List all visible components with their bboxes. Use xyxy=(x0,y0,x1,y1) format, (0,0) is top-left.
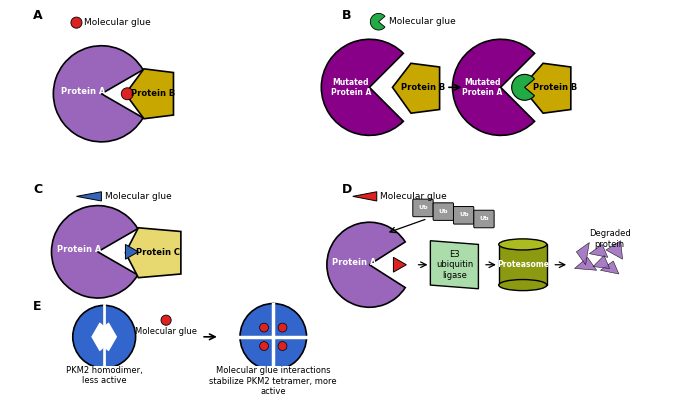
Text: Proteasome: Proteasome xyxy=(497,260,549,269)
Text: Protein B: Protein B xyxy=(533,83,577,92)
Circle shape xyxy=(260,342,269,350)
Polygon shape xyxy=(574,258,597,270)
Text: Protein B: Protein B xyxy=(131,89,176,98)
Wedge shape xyxy=(273,303,306,337)
Text: E3
ubiquitin
ligase: E3 ubiquitin ligase xyxy=(436,250,473,280)
Text: Molecular glue: Molecular glue xyxy=(389,17,456,26)
Polygon shape xyxy=(394,258,406,272)
FancyBboxPatch shape xyxy=(433,203,454,220)
Text: Protein C: Protein C xyxy=(136,248,180,257)
Wedge shape xyxy=(101,322,117,351)
Polygon shape xyxy=(589,245,608,258)
Text: C: C xyxy=(33,183,42,196)
FancyBboxPatch shape xyxy=(454,207,474,224)
Text: Ub: Ub xyxy=(439,209,448,214)
Polygon shape xyxy=(606,241,622,259)
Polygon shape xyxy=(126,228,181,278)
Polygon shape xyxy=(353,192,377,201)
Polygon shape xyxy=(522,63,571,113)
Polygon shape xyxy=(600,261,619,274)
Wedge shape xyxy=(512,74,535,100)
Polygon shape xyxy=(126,245,138,259)
Text: Molecular glue interactions
stabilize PKM2 tetramer, more
active: Molecular glue interactions stabilize PK… xyxy=(209,366,337,395)
Circle shape xyxy=(161,315,171,325)
Circle shape xyxy=(260,323,269,332)
Circle shape xyxy=(278,342,287,350)
Polygon shape xyxy=(392,63,439,113)
Polygon shape xyxy=(76,192,101,201)
Text: Mutated
Protein A: Mutated Protein A xyxy=(462,78,502,97)
Wedge shape xyxy=(273,337,306,370)
Circle shape xyxy=(71,17,82,28)
Circle shape xyxy=(278,323,287,332)
FancyBboxPatch shape xyxy=(474,210,494,228)
Text: Protein B: Protein B xyxy=(401,83,445,92)
Wedge shape xyxy=(371,13,385,30)
Text: PKM2 homodimer,
less active: PKM2 homodimer, less active xyxy=(65,366,142,386)
Wedge shape xyxy=(104,305,136,368)
Bar xyxy=(499,245,547,285)
Polygon shape xyxy=(126,69,173,119)
Text: Ub: Ub xyxy=(479,216,489,221)
Wedge shape xyxy=(240,337,273,370)
Text: Molecular glue: Molecular glue xyxy=(105,192,172,201)
Wedge shape xyxy=(53,46,143,142)
Text: Protein A: Protein A xyxy=(332,258,377,267)
Wedge shape xyxy=(240,303,273,337)
Circle shape xyxy=(122,88,133,100)
Polygon shape xyxy=(593,256,610,269)
Text: Ub: Ub xyxy=(418,205,428,210)
Text: Molecular glue: Molecular glue xyxy=(135,327,197,336)
Wedge shape xyxy=(91,322,108,351)
Wedge shape xyxy=(452,39,535,135)
Wedge shape xyxy=(73,305,104,368)
Wedge shape xyxy=(327,222,405,307)
Ellipse shape xyxy=(499,239,547,250)
Text: Protein A: Protein A xyxy=(57,245,101,254)
Wedge shape xyxy=(51,206,138,298)
FancyBboxPatch shape xyxy=(413,199,433,217)
Text: B: B xyxy=(342,9,351,22)
Text: E: E xyxy=(33,300,42,313)
Text: Molecular glue: Molecular glue xyxy=(381,192,448,201)
Text: Degraded
protein: Degraded protein xyxy=(589,229,630,248)
Text: Mutated
Protein A: Mutated Protein A xyxy=(331,78,371,97)
Polygon shape xyxy=(431,241,479,289)
Polygon shape xyxy=(576,243,589,265)
Ellipse shape xyxy=(499,280,547,291)
Text: Ub: Ub xyxy=(459,213,468,217)
Text: Molecular glue: Molecular glue xyxy=(84,18,151,27)
Text: Protein A: Protein A xyxy=(61,87,105,96)
Wedge shape xyxy=(321,39,404,135)
Text: D: D xyxy=(342,183,352,196)
Text: A: A xyxy=(33,9,43,22)
